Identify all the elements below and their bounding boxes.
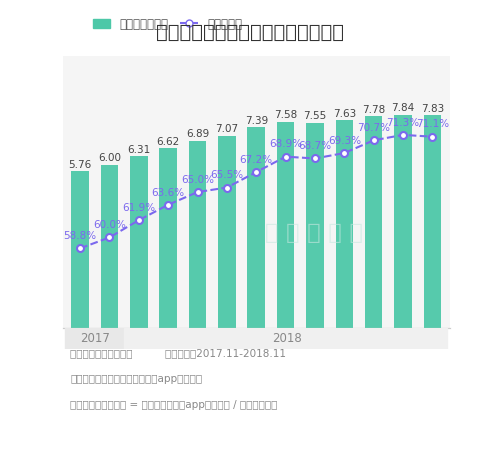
Text: 数据来源：极光大数据          取数周期：2017.11-2018.11: 数据来源：极光大数据 取数周期：2017.11-2018.11 (70, 349, 286, 359)
Bar (124, 328, 447, 349)
Text: 6.31: 6.31 (127, 145, 150, 155)
Text: 6.62: 6.62 (156, 137, 180, 147)
Text: 2017: 2017 (80, 332, 110, 345)
Text: 68.9%: 68.9% (269, 139, 302, 150)
Text: 65.0%: 65.0% (181, 175, 214, 185)
Text: 注：行业安装渗透率 = 安装该行业任一app的设备数 / 市场总设备数: 注：行业安装渗透率 = 安装该行业任一app的设备数 / 市场总设备数 (70, 400, 278, 410)
Legend: 用户规模（亿）, 安装渗透率: 用户规模（亿）, 安装渗透率 (88, 13, 248, 35)
Text: 7.63: 7.63 (332, 109, 356, 119)
Bar (277, 122, 294, 328)
Bar (130, 157, 148, 328)
Text: 7.58: 7.58 (274, 110, 297, 120)
Text: 注：用户规模指安装该行业任一app的用户数: 注：用户规模指安装该行业任一app的用户数 (70, 374, 202, 384)
Text: 6.89: 6.89 (186, 129, 209, 139)
Text: 7.78: 7.78 (362, 105, 386, 115)
Text: 7.07: 7.07 (216, 124, 238, 134)
Bar (248, 127, 265, 328)
Bar (394, 115, 412, 328)
Bar (160, 148, 177, 328)
Text: 7.83: 7.83 (421, 103, 444, 114)
Bar (336, 120, 353, 328)
Text: 7.39: 7.39 (244, 116, 268, 126)
Text: 68.7%: 68.7% (298, 141, 332, 151)
Text: 7.84: 7.84 (392, 103, 414, 113)
Bar (100, 165, 118, 328)
Text: 极 光 大 数 据: 极 光 大 数 据 (266, 223, 364, 243)
Text: 70.7%: 70.7% (357, 123, 390, 133)
Text: 7.55: 7.55 (304, 111, 326, 121)
Bar (188, 141, 206, 328)
Text: 69.3%: 69.3% (328, 136, 361, 146)
Text: 移动购物行业用户规模与安装渗透率: 移动购物行业用户规模与安装渗透率 (156, 23, 344, 42)
Text: 58.8%: 58.8% (64, 231, 96, 241)
Text: 6.00: 6.00 (98, 153, 121, 164)
Bar (66, 328, 124, 349)
Bar (365, 116, 382, 328)
Text: 67.2%: 67.2% (240, 155, 273, 165)
Text: 61.9%: 61.9% (122, 203, 156, 213)
Bar (72, 171, 89, 328)
Bar (306, 123, 324, 328)
Bar (218, 136, 236, 328)
Text: 71.3%: 71.3% (386, 117, 420, 128)
Text: 71.1%: 71.1% (416, 119, 449, 130)
Text: 63.6%: 63.6% (152, 187, 184, 198)
Text: 5.76: 5.76 (68, 160, 92, 170)
Text: 60.0%: 60.0% (93, 220, 126, 230)
Text: 65.5%: 65.5% (210, 170, 244, 180)
Bar (424, 115, 441, 328)
Text: 2018: 2018 (272, 332, 302, 345)
